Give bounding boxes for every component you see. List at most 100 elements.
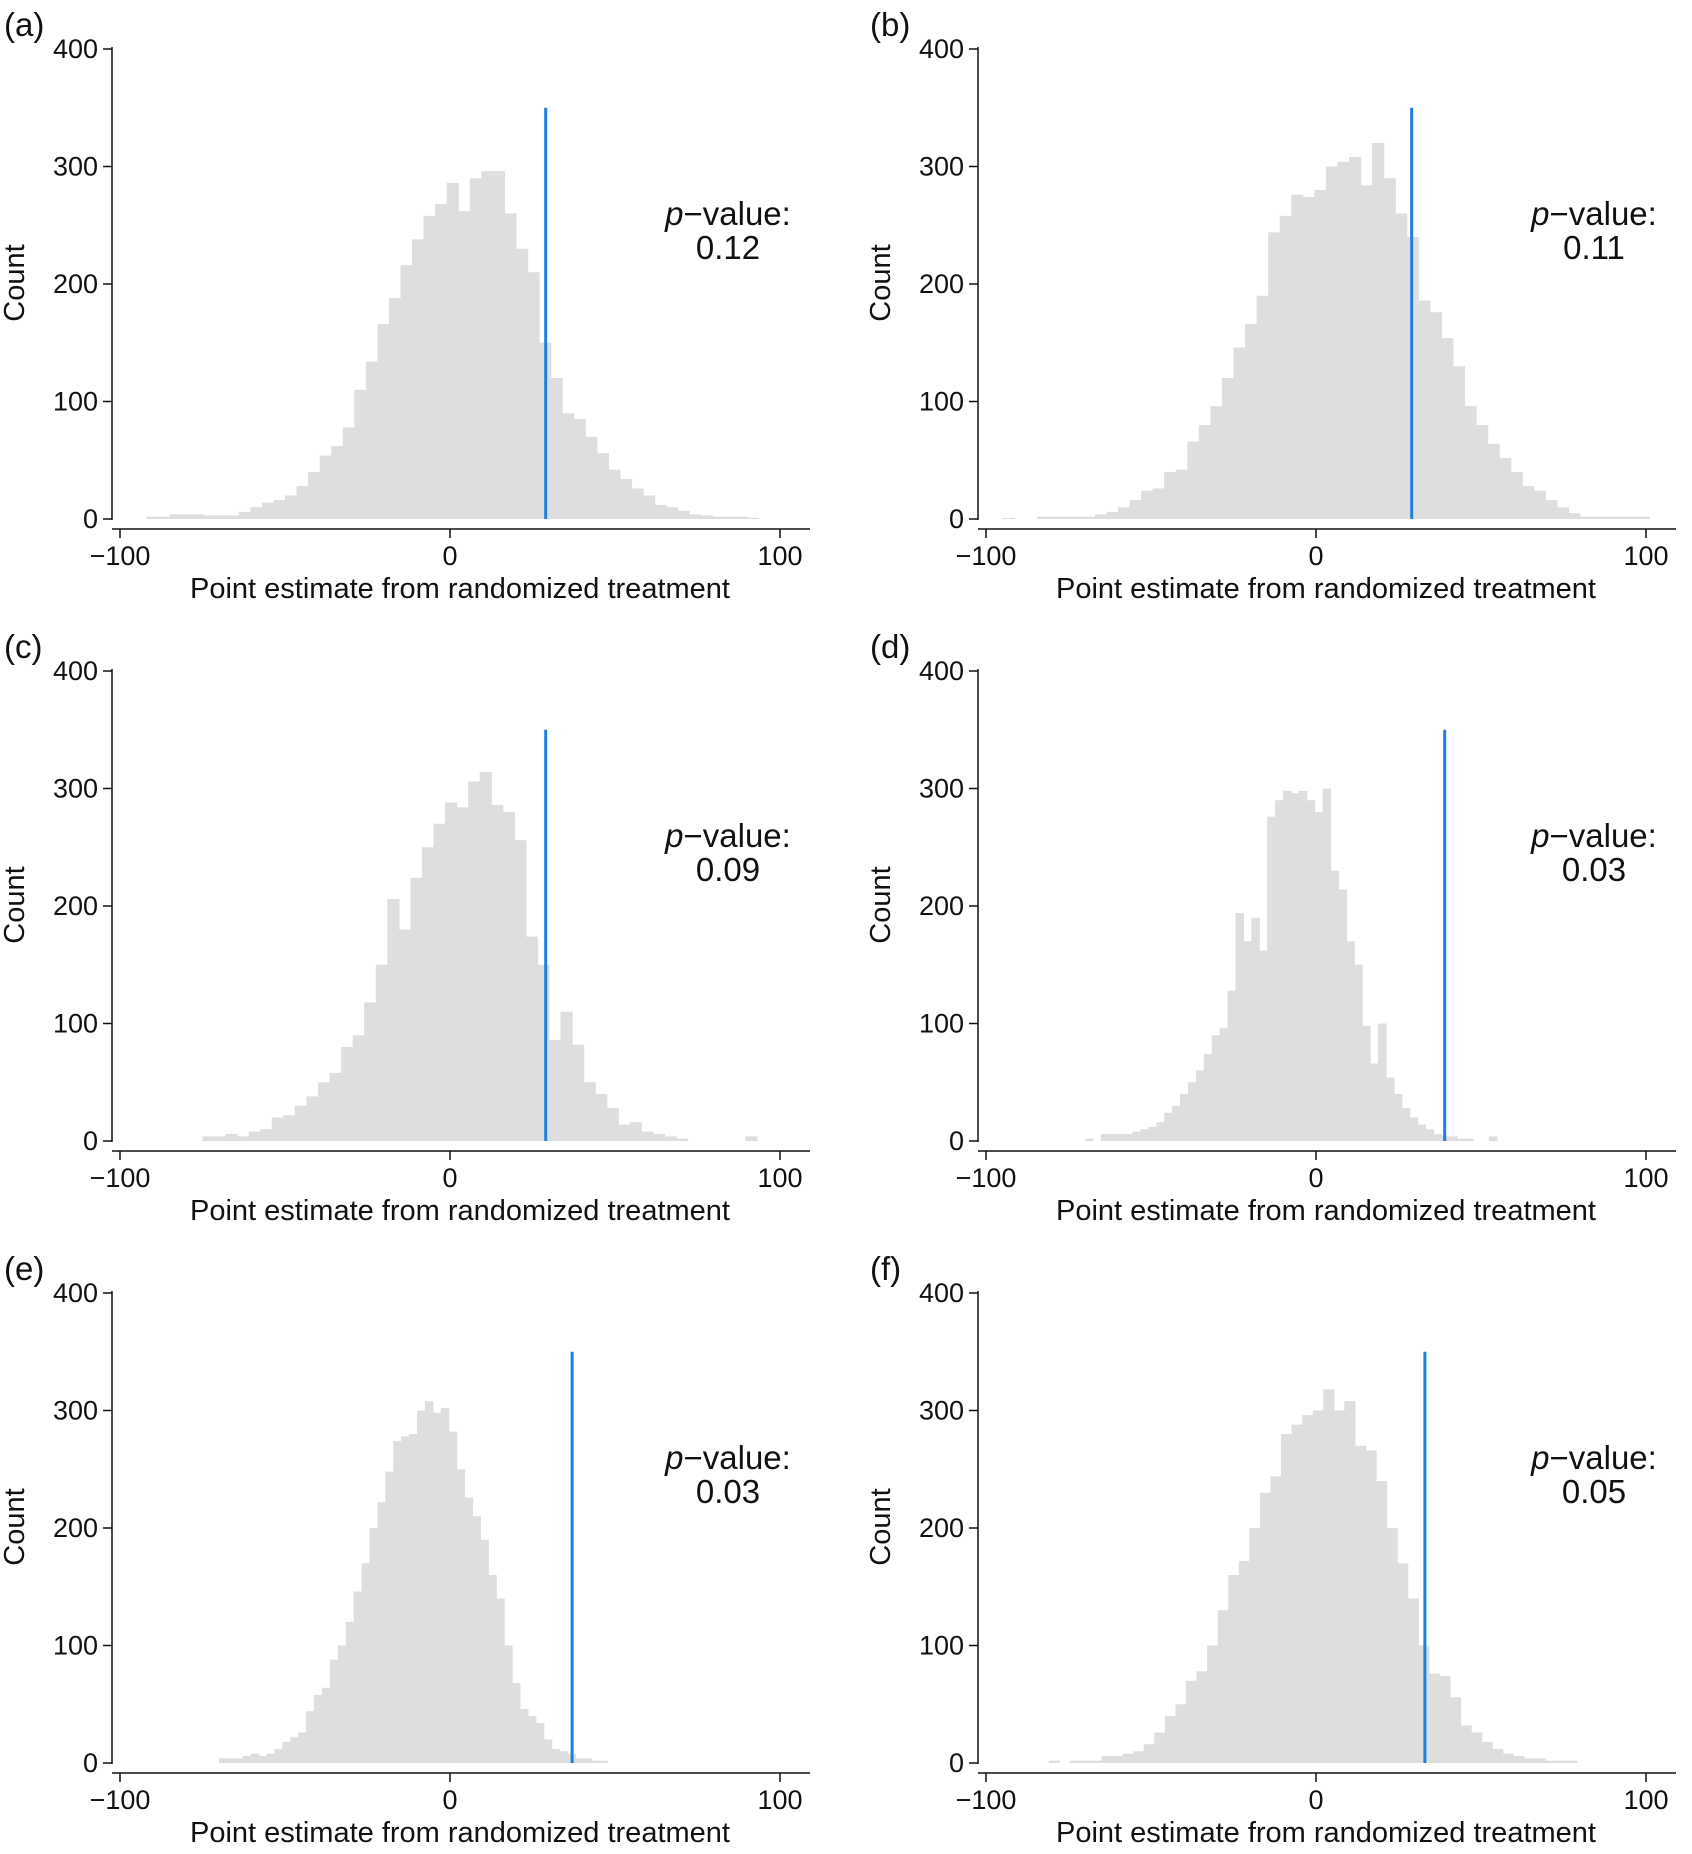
histogram-bar xyxy=(365,361,378,519)
histogram-bar xyxy=(1314,190,1327,519)
y-tick-label: 200 xyxy=(53,891,98,921)
y-tick-label: 0 xyxy=(83,504,98,534)
histogram-bar xyxy=(219,1758,228,1763)
histogram-bar xyxy=(1083,516,1096,519)
histogram-bar xyxy=(319,455,332,519)
p-italic: p xyxy=(664,1439,683,1476)
panel-label: (e) xyxy=(4,1250,44,1287)
histogram-bar xyxy=(599,1760,608,1763)
p-italic: p xyxy=(1530,1439,1549,1476)
histogram-bar xyxy=(1060,516,1073,519)
histogram-bar xyxy=(562,413,575,519)
histogram-bar xyxy=(1580,516,1593,519)
histogram-bar xyxy=(1124,1133,1134,1141)
histogram-bar xyxy=(337,1645,347,1763)
histogram-bar xyxy=(1362,1025,1371,1141)
histogram-bar xyxy=(606,1108,619,1141)
histogram-bar xyxy=(226,1758,236,1763)
histogram-bar xyxy=(1510,472,1523,519)
histogram-bar xyxy=(1090,1760,1103,1763)
histogram-bar xyxy=(1198,425,1211,519)
histogram-bar xyxy=(306,1096,319,1141)
histogram-bar xyxy=(409,1434,418,1763)
histogram-bar xyxy=(1407,1598,1419,1763)
histogram-bar xyxy=(398,929,411,1141)
histogram-bar xyxy=(572,1044,585,1141)
p-value-number: 0.09 xyxy=(696,851,760,888)
histogram-bar xyxy=(585,436,598,519)
histogram-bar xyxy=(1037,516,1050,519)
histogram-bar xyxy=(377,1502,386,1763)
histogram-bar xyxy=(550,378,563,519)
histogram-bar xyxy=(250,1753,260,1763)
histogram-bar xyxy=(1306,800,1316,1141)
histogram-bar xyxy=(377,323,390,519)
histogram-bar xyxy=(535,1723,545,1763)
x-axis-title: Point estimate from randomized treatment xyxy=(1056,1195,1596,1227)
histogram-bar xyxy=(480,1539,489,1763)
histogram-bar xyxy=(676,1138,689,1141)
histogram-bar xyxy=(296,486,309,519)
histogram-bar xyxy=(481,171,494,519)
histogram-bar xyxy=(504,213,517,519)
histogram-bar xyxy=(1457,1138,1466,1141)
histogram-bar xyxy=(329,1072,342,1141)
histogram-bar xyxy=(1401,1108,1411,1141)
histogram-bar xyxy=(1499,457,1512,519)
histogram-bar xyxy=(1513,1755,1525,1763)
x-tick-label: −100 xyxy=(90,1785,151,1815)
histogram-bar xyxy=(619,479,633,519)
histogram-bar xyxy=(1116,1133,1126,1141)
histogram-bar xyxy=(596,453,609,519)
histogram-bar xyxy=(412,239,425,519)
histogram-bar xyxy=(1211,1035,1221,1141)
histogram-bar xyxy=(1268,232,1281,520)
y-tick-label: 100 xyxy=(53,387,98,417)
histogram-bar xyxy=(631,488,644,519)
panel-label: (a) xyxy=(4,6,44,43)
p-value-label: p−value: xyxy=(1530,817,1657,854)
y-tick-label: 400 xyxy=(919,656,964,686)
panel-f: 0 100 200 300 400 −100 0 100 Point estimate from… xyxy=(865,1250,1676,1849)
y-tick-label: 200 xyxy=(53,269,98,299)
x-tick-label: 100 xyxy=(1623,1163,1668,1193)
histogram-bar xyxy=(468,781,481,1141)
p-italic: p xyxy=(1530,817,1549,854)
histogram-bar xyxy=(435,204,448,519)
histogram-bar xyxy=(1094,514,1108,519)
y-tick-label: 400 xyxy=(919,34,964,64)
histogram-bar xyxy=(1465,1138,1474,1141)
x-tick-label: 100 xyxy=(1623,1785,1668,1815)
histogram-bar xyxy=(446,182,459,519)
histogram-bar xyxy=(1243,941,1252,1141)
x-tick-label: −100 xyxy=(90,541,151,571)
histogram-bar xyxy=(214,1136,227,1141)
p-value-number: 0.03 xyxy=(696,1473,760,1510)
x-tick-label: 100 xyxy=(757,1163,802,1193)
histogram-bar xyxy=(1312,1410,1324,1763)
histogram-bar xyxy=(238,511,251,519)
histogram-bar xyxy=(248,1131,261,1141)
panel-c: 0 100 200 300 400 −100 0 100 Point estimate from… xyxy=(0,628,810,1227)
y-tick-label: 400 xyxy=(919,1278,964,1308)
y-axis-title: Count xyxy=(0,866,31,943)
x-axis-title: Point estimate from randomized treatment xyxy=(1056,573,1596,605)
histogram-bar xyxy=(1143,1744,1155,1763)
histogram-bar xyxy=(527,1716,537,1763)
histogram-bar xyxy=(1418,300,1431,519)
histogram-bar xyxy=(1256,295,1269,519)
histogram-bar xyxy=(1556,507,1570,519)
histogram-bar xyxy=(1337,161,1350,520)
histogram-bar xyxy=(215,515,228,520)
histogram-bar xyxy=(583,1082,596,1141)
histogram-bar xyxy=(306,1711,315,1763)
y-tick-label: 100 xyxy=(919,387,964,417)
histogram-bar xyxy=(1112,1755,1124,1763)
histogram-bar xyxy=(157,516,171,519)
y-tick-label: 0 xyxy=(83,1748,98,1778)
histogram-bar xyxy=(677,510,690,519)
y-tick-label: 300 xyxy=(53,152,98,182)
y-tick-label: 400 xyxy=(53,1278,98,1308)
histogram-bar xyxy=(354,389,367,519)
histogram-bar xyxy=(1180,1094,1189,1141)
